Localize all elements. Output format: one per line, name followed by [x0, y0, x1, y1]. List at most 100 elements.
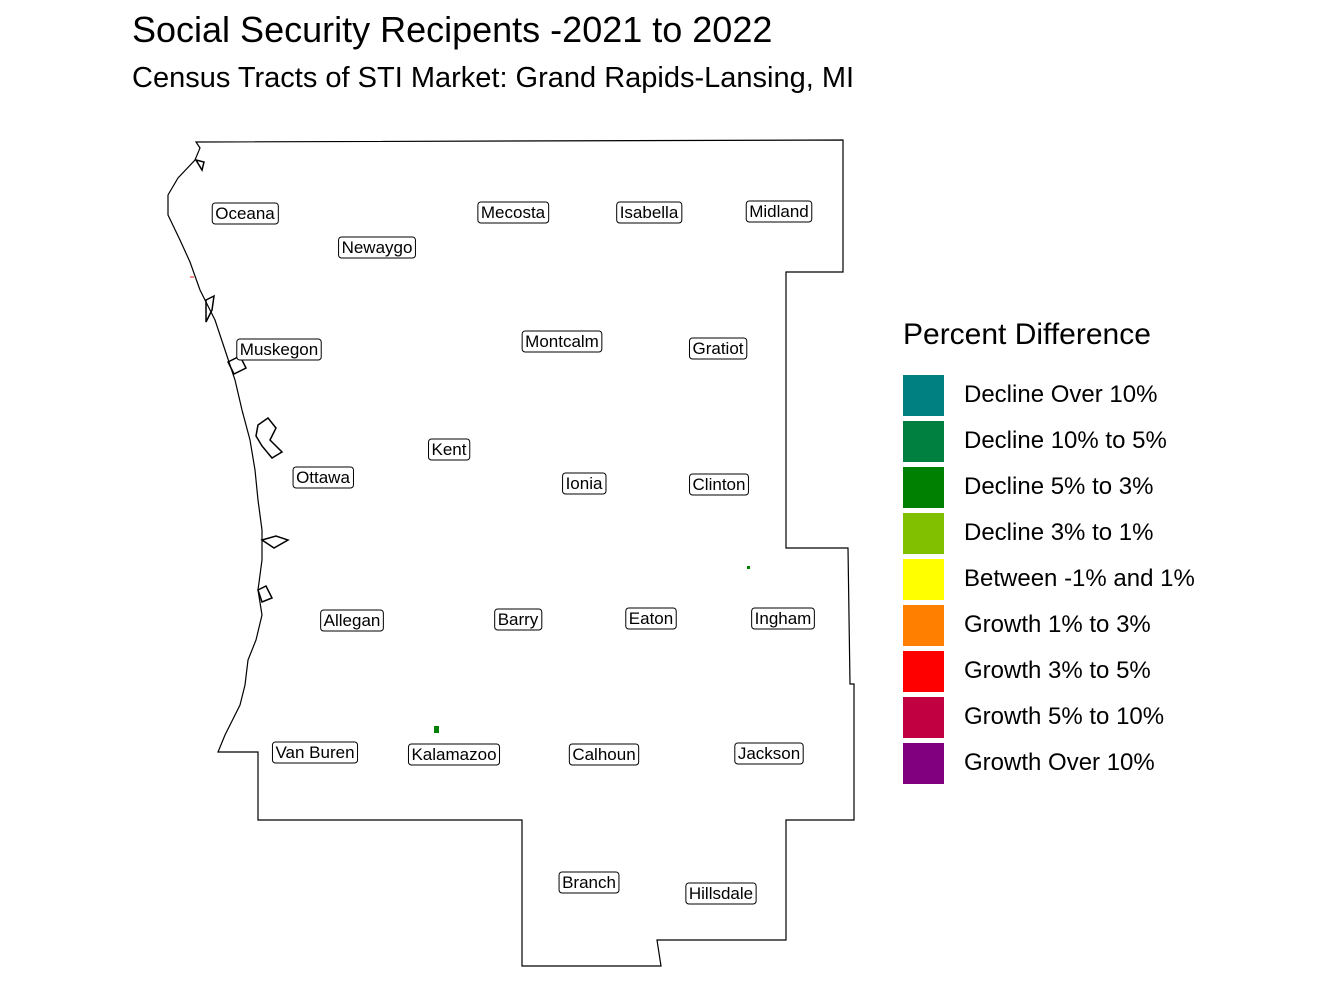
county-label-box	[751, 607, 815, 630]
county-label-box	[616, 201, 683, 224]
county-name: Barry	[498, 610, 539, 629]
county-label-midland: Midland	[745, 200, 813, 223]
legend-label: Growth 3% to 5%	[964, 657, 1151, 684]
county-label-box	[494, 608, 543, 631]
county-label-kent: Kent	[428, 438, 471, 461]
highlighted-tract	[747, 566, 750, 569]
county-label-box	[338, 236, 416, 259]
legend-item: Growth Over 10%	[903, 740, 1195, 786]
county-label-isabella: Isabella	[616, 201, 683, 224]
county-name: Ionia	[566, 474, 603, 493]
lake-shape	[260, 535, 290, 549]
legend-item: Growth 3% to 5%	[903, 648, 1195, 694]
county-name: Mecosta	[481, 203, 546, 222]
county-label-van-buren: Van Buren	[271, 741, 359, 764]
legend-label: Growth 5% to 10%	[964, 703, 1165, 730]
county-label-box	[477, 201, 550, 224]
county-name: Calhoun	[572, 745, 635, 764]
highlighted-tract	[434, 726, 439, 733]
lake-shape	[255, 416, 284, 459]
county-name: Oceana	[215, 204, 275, 223]
legend: Percent Difference Decline Over 10% Decli…	[903, 318, 1195, 786]
county-label-jackson: Jackson	[734, 742, 804, 765]
county-label-oceana: Oceana	[211, 202, 279, 225]
lake-shape	[226, 354, 248, 376]
county-name: Clinton	[693, 475, 746, 494]
legend-swatch	[903, 696, 944, 738]
county-label-box	[568, 743, 640, 766]
county-label-calhoun: Calhoun	[568, 743, 640, 766]
legend-swatch	[903, 604, 944, 646]
county-name: Eaton	[629, 609, 673, 628]
legend-label: Decline 5% to 3%	[964, 473, 1154, 500]
county-name: Kent	[432, 440, 467, 459]
county-label-ingham: Ingham	[751, 607, 815, 630]
county-name: Montcalm	[525, 332, 599, 351]
county-label-box	[407, 743, 501, 766]
inland-lakes	[194, 158, 290, 603]
county-label-box	[685, 882, 757, 905]
county-label-box	[734, 742, 804, 765]
county-name: Hillsdale	[689, 884, 753, 903]
county-label-box	[689, 473, 749, 496]
legend-swatch	[903, 742, 944, 784]
legend-label: Decline Over 10%	[964, 381, 1158, 408]
county-label-kalamazoo: Kalamazoo	[407, 743, 501, 766]
county-label-newaygo: Newaygo	[338, 236, 416, 259]
legend-title: Percent Difference	[903, 318, 1151, 351]
legend-swatch	[903, 374, 944, 416]
lake-shape	[205, 294, 215, 323]
county-label-allegan: Allegan	[320, 609, 384, 632]
legend-swatch	[903, 650, 944, 692]
legend-label: Growth Over 10%	[964, 749, 1155, 776]
county-name: Gratiot	[692, 339, 743, 358]
county-name: Jackson	[738, 744, 800, 763]
lake-shape	[257, 584, 274, 603]
legend-item: Between -1% and 1%	[903, 556, 1195, 602]
legend-label: Between -1% and 1%	[964, 565, 1195, 592]
legend-items: Decline Over 10% Decline 10% to 5% Decline…	[903, 372, 1195, 786]
county-name: Kalamazoo	[411, 745, 496, 764]
county-label-box	[558, 871, 620, 894]
legend-swatch	[903, 558, 944, 600]
county-label-clinton: Clinton	[689, 473, 749, 496]
county-name: Branch	[562, 873, 616, 892]
legend-label: Decline 3% to 1%	[964, 519, 1154, 546]
legend-item: Growth 1% to 3%	[903, 602, 1195, 648]
county-label-box	[688, 337, 748, 360]
county-label-gratiot: Gratiot	[688, 337, 748, 360]
county-labels: Oceana Newaygo Mecosta Isabella Midland Muske…	[211, 200, 815, 905]
lake-shape	[194, 158, 205, 172]
county-label-box	[271, 741, 359, 764]
county-label-box	[745, 200, 813, 223]
county-label-montcalm: Montcalm	[521, 330, 603, 353]
legend-label: Decline 10% to 5%	[964, 427, 1167, 454]
legend-item: Decline 5% to 3%	[903, 464, 1195, 510]
legend-item: Decline 3% to 1%	[903, 510, 1195, 556]
legend-item: Growth 5% to 10%	[903, 694, 1195, 740]
county-label-barry: Barry	[494, 608, 543, 631]
county-name: Allegan	[324, 611, 381, 630]
county-label-box	[292, 466, 354, 489]
legend-item: Decline 10% to 5%	[903, 418, 1195, 464]
highlighted-tracts	[434, 566, 750, 733]
county-label-box	[320, 609, 384, 632]
county-name: Van Buren	[275, 743, 354, 762]
county-label-box	[562, 472, 607, 495]
legend-swatch	[903, 466, 944, 508]
county-name: Midland	[749, 202, 809, 221]
county-label-ionia: Ionia	[562, 472, 607, 495]
county-label-box	[521, 330, 603, 353]
county-label-box	[236, 338, 322, 361]
market-outline	[167, 139, 855, 967]
legend-swatch	[903, 420, 944, 462]
legend-item: Decline Over 10%	[903, 372, 1195, 418]
county-label-muskegon: Muskegon	[236, 338, 322, 361]
county-name: Isabella	[620, 203, 679, 222]
county-label-eaton: Eaton	[625, 607, 677, 630]
county-name: Ingham	[755, 609, 812, 628]
county-label-box	[625, 607, 677, 630]
county-name: Ottawa	[296, 468, 350, 487]
county-name: Newaygo	[342, 238, 413, 257]
